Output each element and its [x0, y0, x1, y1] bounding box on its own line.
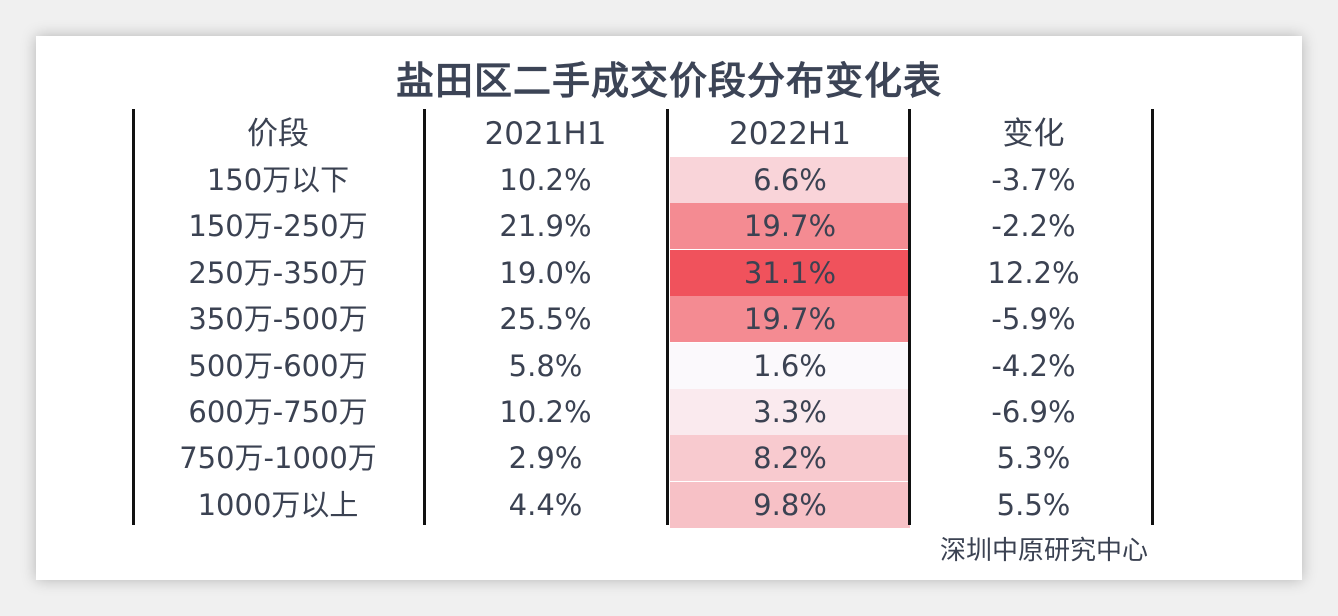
column-header-2021h1: 2021H1: [484, 116, 607, 152]
table-row: 250万-350万 19.0% 31.1% 12.2%: [132, 249, 1155, 296]
column-header-2022h1: 2022H1: [729, 116, 851, 152]
column-divider-2: [666, 109, 669, 525]
cell-2021h1: 2.9%: [508, 441, 583, 476]
cell-range: 250万-350万: [188, 255, 368, 290]
cell-2021h1: 4.4%: [508, 487, 583, 522]
cell-change: 5.5%: [996, 487, 1071, 522]
table-row: 1000万以上 4.4% 9.8% 5.5%: [132, 481, 1155, 528]
cell-range: 750万-1000万: [179, 441, 377, 476]
table-row: 750万-1000万 2.9% 8.2% 5.3%: [132, 435, 1155, 482]
table-row: 350万-500万 25.5% 19.7% -5.9%: [132, 296, 1155, 343]
cell-2021h1: 5.8%: [508, 348, 583, 383]
cell-2022h1: 1.6%: [670, 342, 910, 389]
source-note: 深圳中原研究中心: [939, 536, 1148, 566]
cell-2022h1: 9.8%: [670, 481, 910, 528]
cell-range: 500万-600万: [188, 348, 368, 383]
cell-range: 350万-500万: [188, 302, 368, 337]
table-card: 盐田区二手成交价段分布变化表 价段 2021H1 2022H1 变化 150万以…: [36, 36, 1302, 580]
cell-2021h1: 21.9%: [499, 209, 592, 244]
cell-range: 150万以下: [206, 163, 350, 197]
cell-2022h1: 19.7%: [670, 203, 910, 250]
table-row: 150万以下 10.2% 6.6% -3.7%: [132, 157, 1155, 203]
column-divider-3: [908, 109, 911, 525]
cell-change: -5.9%: [991, 302, 1076, 337]
cell-2022h1: 19.7%: [670, 296, 910, 343]
cell-2021h1: 19.0%: [499, 255, 592, 290]
cell-2021h1: 10.2%: [499, 163, 592, 197]
cell-range: 150万-250万: [188, 209, 368, 244]
column-divider-1: [423, 109, 426, 525]
cell-range: 1000万以上: [197, 487, 359, 522]
cell-change: 12.2%: [987, 255, 1080, 290]
chart-title: 盐田区二手成交价段分布变化表: [395, 59, 942, 103]
column-header-change: 变化: [1002, 116, 1065, 152]
cell-range: 600万-750万: [188, 395, 368, 429]
cell-2021h1: 10.2%: [499, 395, 592, 429]
table-border-right: [1151, 109, 1154, 525]
column-header-range: 价段: [247, 116, 309, 152]
cell-2022h1: 8.2%: [670, 435, 910, 482]
cell-change: 5.3%: [996, 441, 1071, 476]
cell-change: -3.7%: [991, 163, 1076, 197]
table-row: 150万-250万 21.9% 19.7% -2.2%: [132, 203, 1155, 250]
table-border-left: [132, 109, 135, 525]
cell-2022h1: 6.6%: [670, 157, 910, 203]
cell-2021h1: 25.5%: [499, 302, 592, 337]
table-row: 600万-750万 10.2% 3.3% -6.9%: [132, 389, 1155, 435]
cell-2022h1: 3.3%: [670, 389, 910, 435]
cell-change: -6.9%: [991, 395, 1076, 429]
cell-change: -2.2%: [991, 209, 1076, 244]
cell-change: -4.2%: [991, 348, 1076, 383]
table-row: 500万-600万 5.8% 1.6% -4.2%: [132, 342, 1155, 389]
cell-2022h1: 31.1%: [670, 249, 910, 296]
table-header-row: 价段 2021H1 2022H1 变化: [132, 109, 1155, 155]
